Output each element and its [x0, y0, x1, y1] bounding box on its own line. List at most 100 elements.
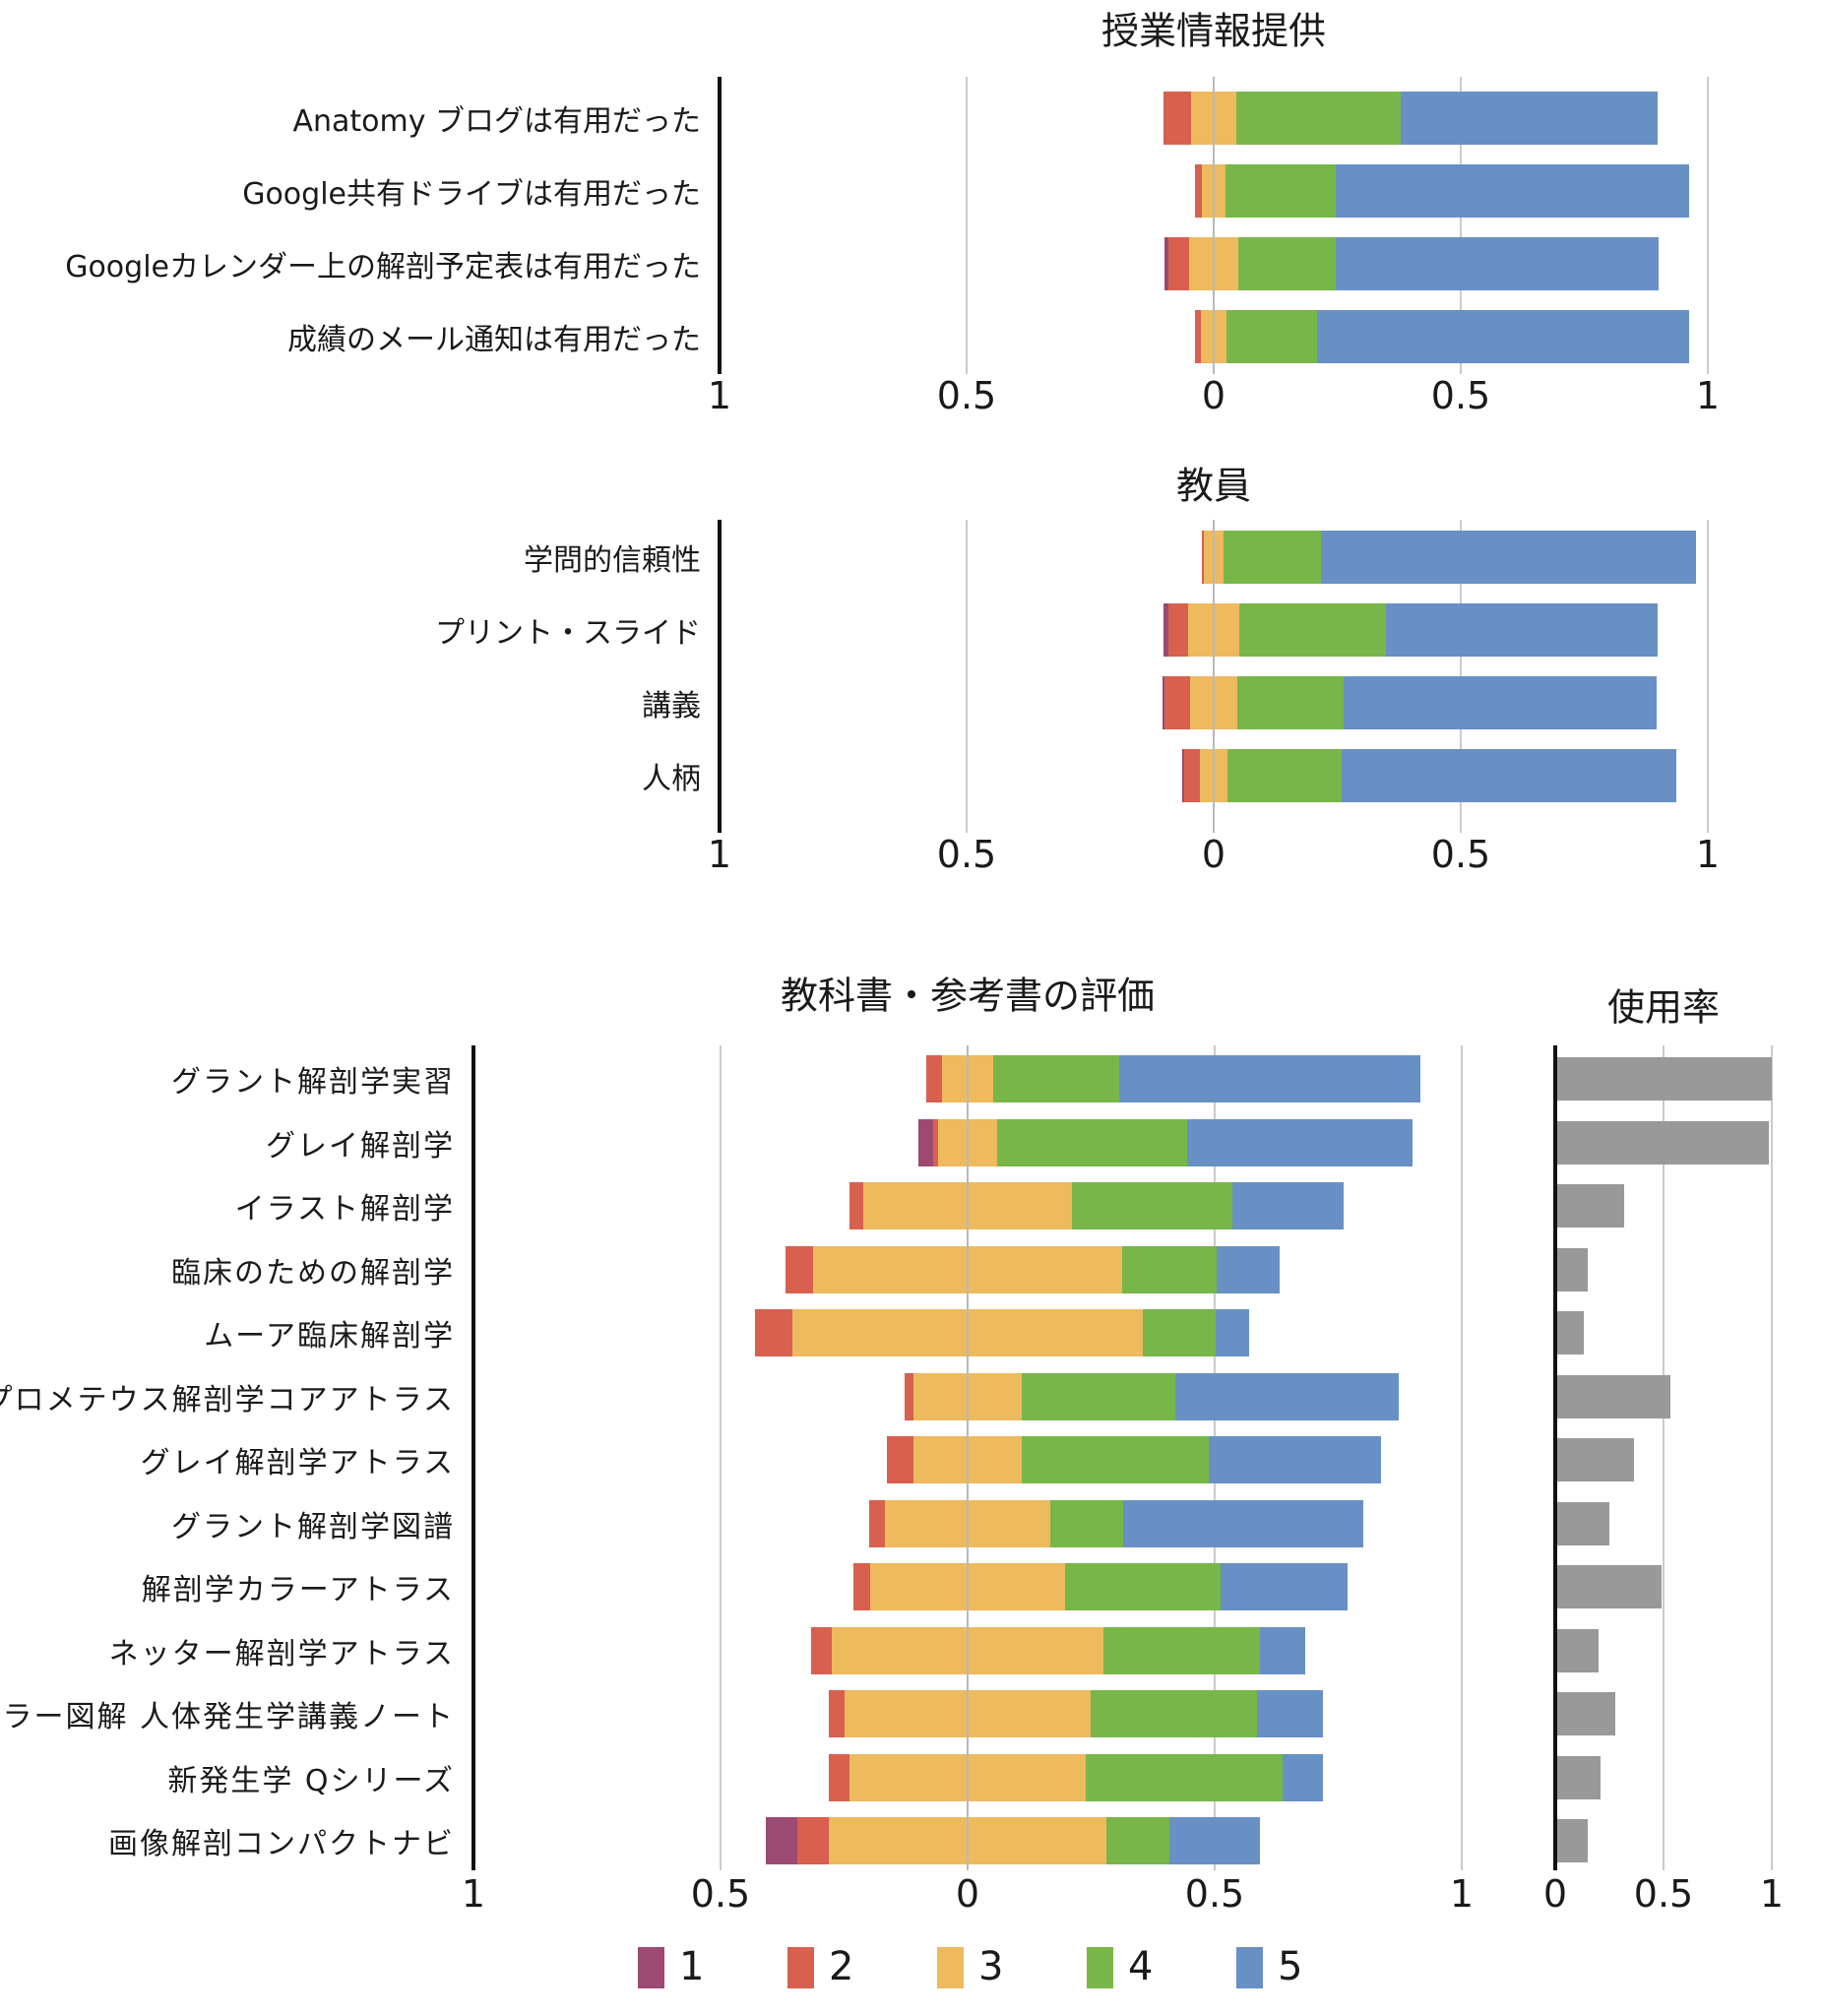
- x-tick-textbook-eval-1-0: 1: [461, 1872, 486, 1916]
- bar-segment-2-Anatomy ブログは有用だった: [1163, 92, 1191, 145]
- row-label-Googleカレンダー上の解剖予定表は有用だった: Googleカレンダー上の解剖予定表は有用だった: [65, 250, 701, 284]
- bar-segment-5-イラスト解剖学: [1232, 1182, 1344, 1229]
- bar-segment-2-ネッター解剖学アトラス: [811, 1627, 832, 1674]
- bar-segment-5-学問的信頼性: [1321, 531, 1696, 584]
- bar-segment-5-ネッター解剖学アトラス: [1260, 1627, 1305, 1674]
- row-label-人柄: 人柄: [642, 762, 701, 796]
- bar-segment-5-グラント解剖学図譜: [1123, 1500, 1363, 1547]
- bar-segment-5-カラー図解 人体発生学講義ノート: [1257, 1690, 1323, 1737]
- bar-segment-5-プリント・スライド: [1386, 603, 1658, 657]
- chart-title-class-info: 授業情報提供: [1100, 9, 1327, 53]
- gridline-class-info-0.5: [1460, 77, 1462, 374]
- bar-segment-5-新発生学 Qシリーズ: [1283, 1754, 1323, 1801]
- row-label-カラー図解 人体発生学講義ノート: カラー図解 人体発生学講義ノート: [0, 1700, 455, 1734]
- axis-line-class-info: [718, 77, 722, 374]
- row-label-ネッター解剖学アトラス: ネッター解剖学アトラス: [108, 1637, 455, 1671]
- gridline-class-info--0.5: [966, 77, 968, 374]
- bar-segment-4-講義: [1237, 676, 1344, 729]
- bar-segment-5-画像解剖コンパクトナビ: [1169, 1817, 1260, 1864]
- bar-segment-2-Googleカレンダー上の解剖予定表は有用だった: [1168, 237, 1189, 290]
- zero-line-faculty: [1213, 520, 1215, 833]
- bar-segment-4-グレイ解剖学アトラス: [1022, 1436, 1209, 1483]
- axis-line-usage-rate: [1553, 1045, 1557, 1870]
- x-tick-class-info-0.5-3: 0.5: [1430, 374, 1491, 417]
- bar-segment-5-Googleカレンダー上の解剖予定表は有用だった: [1336, 237, 1659, 290]
- row-label-解剖学カラーアトラス: 解剖学カラーアトラス: [141, 1573, 455, 1607]
- bar-segment-2-グレイ解剖学: [933, 1119, 938, 1166]
- x-tick-class-info-0-2: 0: [1201, 374, 1226, 417]
- usage-bar-イラスト解剖学: [1555, 1184, 1624, 1228]
- x-tick-class-info-1-4: 1: [1695, 374, 1721, 417]
- bar-segment-2-講義: [1164, 676, 1190, 729]
- row-label-学問的信頼性: 学問的信頼性: [524, 543, 701, 578]
- usage-bar-解剖学カラーアトラス: [1555, 1565, 1662, 1608]
- bar-segment-2-新発生学 Qシリーズ: [829, 1754, 849, 1801]
- row-label-Anatomy ブログは有用だった: Anatomy ブログは有用だった: [292, 104, 701, 139]
- legend-label-2: 2: [829, 1944, 854, 1989]
- bar-segment-4-画像解剖コンパクトナビ: [1106, 1817, 1169, 1864]
- row-label-グラント解剖学実習: グラント解剖学実習: [171, 1065, 455, 1100]
- bar-segment-2-グレイ解剖学アトラス: [887, 1436, 913, 1483]
- bar-segment-4-臨床のための解剖学: [1122, 1246, 1217, 1293]
- bar-segment-1-Googleカレンダー上の解剖予定表は有用だった: [1164, 237, 1168, 290]
- bar-segment-2-プロメテウス解剖学コアアトラス: [905, 1373, 913, 1420]
- usage-bar-ムーア臨床解剖学: [1555, 1311, 1584, 1354]
- legend-swatch-1: [638, 1947, 664, 1988]
- bar-segment-2-Google共有ドライブは有用だった: [1195, 164, 1202, 218]
- row-label-グレイ解剖学アトラス: グレイ解剖学アトラス: [140, 1446, 455, 1480]
- bar-segment-2-グラント解剖学実習: [926, 1055, 942, 1102]
- bar-segment-5-解剖学カラーアトラス: [1221, 1563, 1348, 1610]
- row-label-Google共有ドライブは有用だった: Google共有ドライブは有用だった: [242, 177, 701, 212]
- legend-swatch-2: [787, 1947, 814, 1988]
- x-tick-usage-rate-0.5-1: 0.5: [1633, 1872, 1694, 1916]
- x-tick-textbook-eval-0.5-1: 0.5: [690, 1872, 751, 1916]
- x-tick-usage-rate-1-2: 1: [1759, 1872, 1785, 1916]
- bar-segment-5-グレイ解剖学: [1187, 1119, 1413, 1166]
- x-tick-usage-rate-0-0: 0: [1542, 1872, 1568, 1916]
- chart-title-textbooks: 教科書・参考書の評価: [780, 974, 1156, 1018]
- gridline-class-info-1: [1707, 77, 1709, 374]
- x-tick-faculty-1-4: 1: [1695, 833, 1721, 876]
- x-tick-faculty-0.5-1: 0.5: [936, 833, 997, 876]
- bar-segment-2-プリント・スライド: [1168, 603, 1188, 657]
- legend-swatch-4: [1087, 1947, 1113, 1988]
- axis-line-textbook-eval: [471, 1045, 475, 1870]
- bar-segment-4-学問的信頼性: [1224, 531, 1321, 584]
- x-tick-faculty-1-0: 1: [707, 833, 732, 876]
- bar-segment-4-グラント解剖学実習: [993, 1055, 1119, 1102]
- gridline-usage-rate-1: [1771, 1045, 1773, 1870]
- bar-segment-4-ネッター解剖学アトラス: [1103, 1627, 1260, 1674]
- x-tick-textbook-eval-0-2: 0: [955, 1872, 980, 1916]
- bar-segment-4-グラント解剖学図譜: [1050, 1500, 1123, 1547]
- chart-title-usage-rate: 使用率: [1606, 985, 1721, 1030]
- row-label-グラント解剖学図譜: グラント解剖学図譜: [171, 1510, 455, 1544]
- x-tick-textbook-eval-1-4: 1: [1449, 1872, 1475, 1916]
- row-label-新発生学 Qシリーズ: 新発生学 Qシリーズ: [167, 1764, 455, 1798]
- bar-segment-5-Google共有ドライブは有用だった: [1336, 164, 1689, 218]
- bar-segment-2-成績のメール通知は有用だった: [1195, 310, 1201, 363]
- gridline-textbook-eval--0.5: [720, 1045, 722, 1870]
- legend-label-4: 4: [1128, 1944, 1154, 1989]
- bar-segment-1-グレイ解剖学: [918, 1119, 933, 1166]
- chart-title-faculty: 教員: [1175, 464, 1252, 508]
- bar-segment-2-学問的信頼性: [1202, 531, 1204, 584]
- usage-bar-プロメテウス解剖学コアアトラス: [1555, 1375, 1670, 1418]
- bar-segment-2-人柄: [1184, 749, 1200, 802]
- bar-segment-4-プリント・スライド: [1239, 603, 1386, 657]
- usage-bar-グラント解剖学実習: [1555, 1057, 1772, 1101]
- bar-segment-4-解剖学カラーアトラス: [1065, 1563, 1221, 1610]
- zero-line-class-info: [1213, 77, 1215, 374]
- usage-bar-グレイ解剖学アトラス: [1555, 1438, 1634, 1481]
- bar-segment-4-イラスト解剖学: [1072, 1182, 1232, 1229]
- legend-label-3: 3: [978, 1944, 1004, 1989]
- row-label-講義: 講義: [642, 689, 701, 724]
- row-label-プリント・スライド: プリント・スライド: [435, 616, 701, 651]
- legend-swatch-5: [1236, 1947, 1263, 1988]
- bar-segment-5-グレイ解剖学アトラス: [1209, 1436, 1381, 1483]
- usage-bar-カラー図解 人体発生学講義ノート: [1555, 1692, 1615, 1735]
- x-tick-faculty-0.5-3: 0.5: [1430, 833, 1491, 876]
- x-tick-class-info-1-0: 1: [707, 374, 732, 417]
- usage-bar-グラント解剖学図譜: [1555, 1502, 1609, 1545]
- usage-bar-グレイ解剖学: [1555, 1121, 1769, 1165]
